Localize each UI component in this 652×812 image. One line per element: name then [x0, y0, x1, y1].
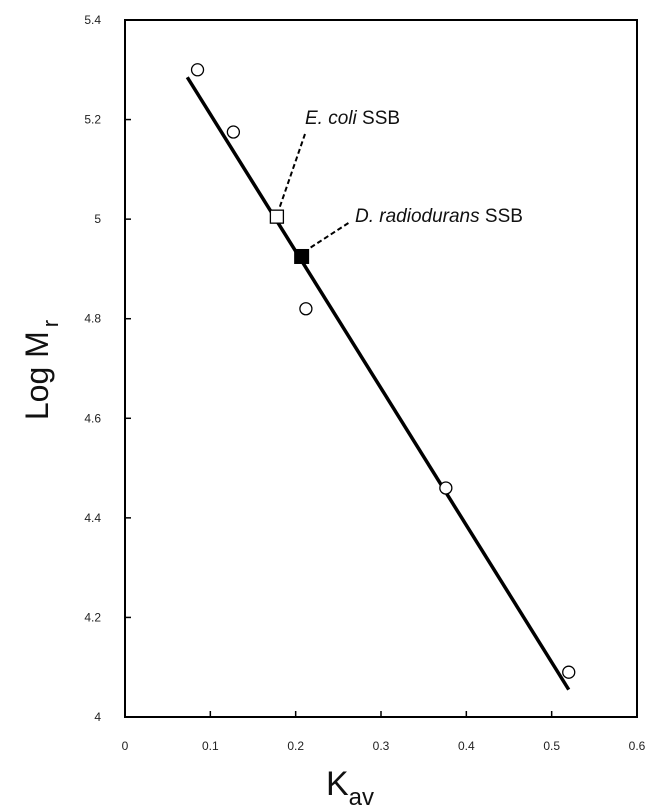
data-point	[190, 63, 205, 77]
dradiodurans-annotation-italic: D. radiodurans	[355, 206, 480, 227]
x-tick-label: 0.1	[202, 739, 219, 753]
ecoli-annotation-rest: SSB	[357, 108, 400, 129]
x-axis-title-sub: av	[349, 784, 374, 811]
x-tick-label: 0.3	[373, 739, 390, 753]
ecoli-leader-line	[278, 133, 306, 207]
fit-line-group	[185, 76, 571, 691]
ecoli-annotation: E. coli SSB	[305, 108, 400, 129]
y-axis-title: Log M r	[19, 320, 63, 420]
x-tick-label: 0.2	[287, 739, 304, 753]
y-tick-label: 4.4	[84, 511, 101, 525]
dradiodurans-ssb-point	[294, 248, 310, 264]
y-tick-label: 5.2	[84, 113, 101, 127]
data-point	[226, 125, 241, 139]
y-tick-label: 4.6	[84, 411, 101, 425]
ecoli-annotation-italic: E. coli	[305, 108, 358, 129]
y-axis-title-sub: r	[38, 320, 63, 327]
ecoli-ssb-point	[269, 209, 285, 224]
y-tick-label: 4.8	[84, 312, 101, 326]
data-point	[562, 665, 576, 679]
y-tick-label: 4	[94, 710, 101, 724]
y-tick-label: 5.4	[84, 13, 101, 27]
x-tick-label: 0	[122, 739, 129, 753]
y-tick-label: 4.2	[84, 610, 101, 624]
x-axis-title: Kav	[326, 765, 374, 811]
annotation-leaders	[278, 133, 351, 249]
y-tick-label: 5	[94, 212, 101, 226]
y-axis-title-main: Log M	[19, 331, 55, 420]
x-axis-title-main: K	[326, 765, 349, 803]
data-point	[439, 481, 453, 495]
data-point	[299, 302, 313, 316]
dradiodurans-leader-line	[310, 221, 351, 249]
axis-ticks: 0 0.1 0.2 0.3 0.4 0.5 0.6 4 4.2 4.4 4.6 4.8 5 5.2 5.4	[84, 13, 645, 753]
fit-line	[185, 76, 571, 691]
x-tick-label: 0.6	[629, 739, 646, 753]
data-points	[190, 63, 576, 679]
dradiodurans-annotation: D. radiodurans SSB	[355, 206, 523, 227]
x-tick-label: 0.4	[458, 739, 475, 753]
dradiodurans-annotation-rest: SSB	[480, 206, 523, 227]
x-tick-label: 0.5	[543, 739, 560, 753]
